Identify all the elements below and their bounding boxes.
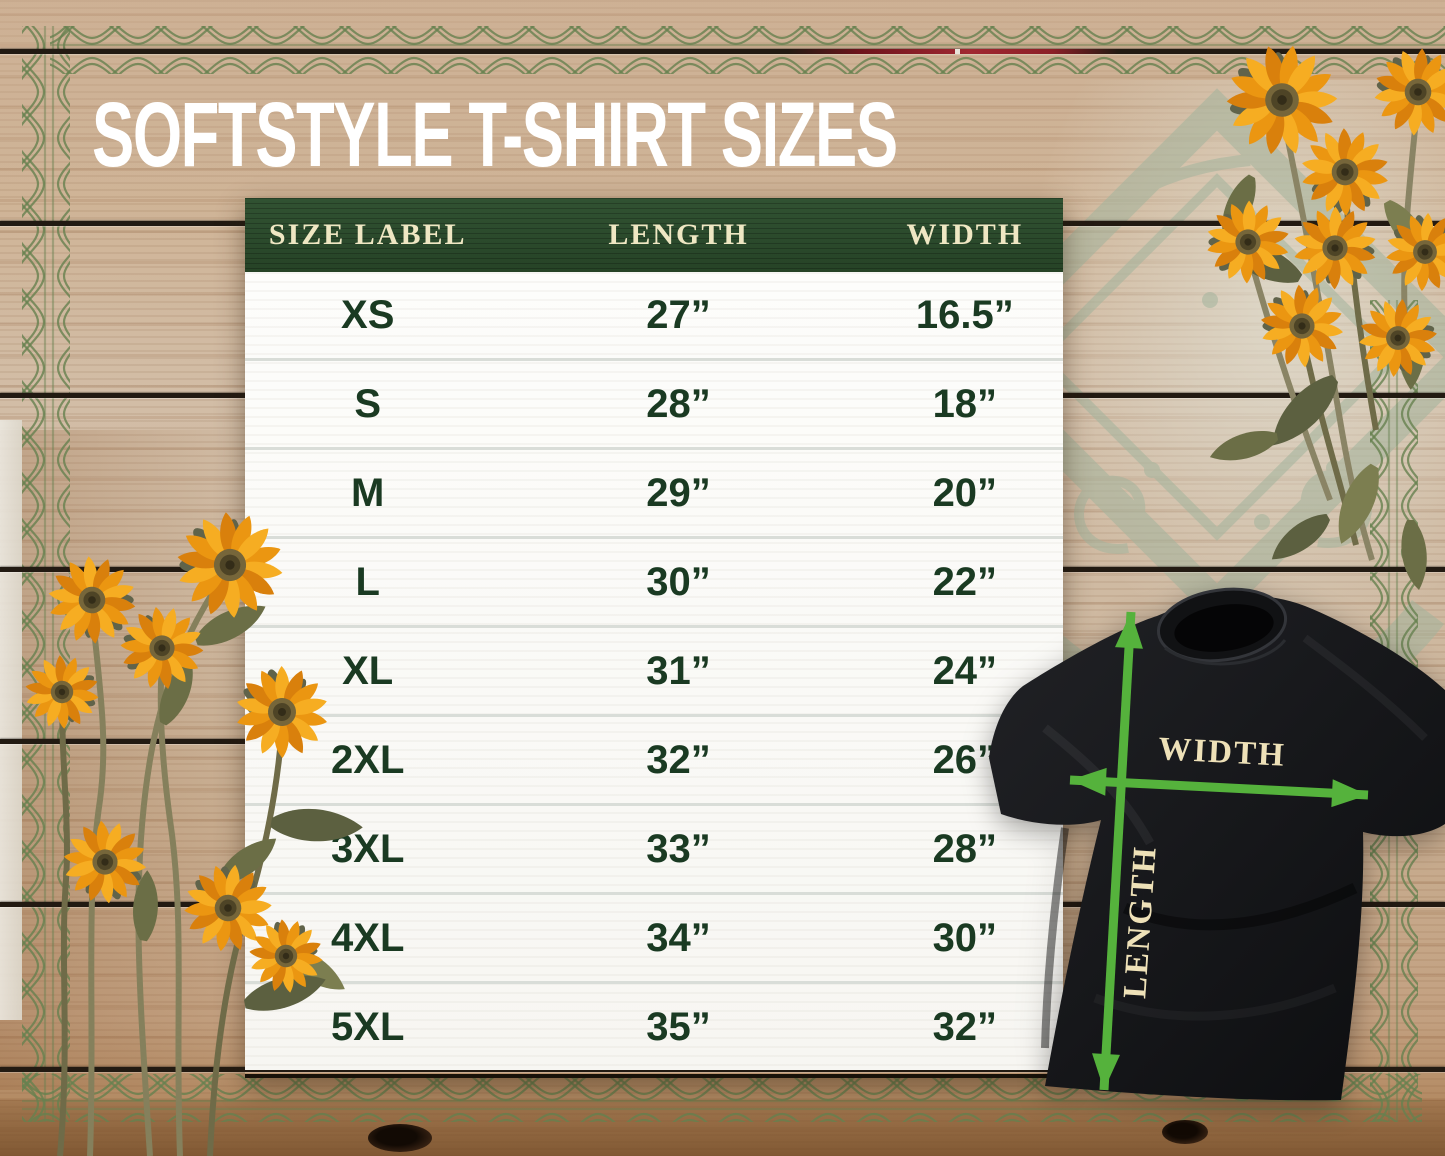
column-header-size-label: SIZE LABEL	[268, 218, 467, 251]
table-body: XS 27” 16.5” S 28” 18” M 29” 20” L 30” 2…	[245, 272, 1063, 1070]
wood-bottom-shade	[0, 1100, 1445, 1156]
size-cell: 3XL	[331, 826, 405, 871]
size-chart-table: SIZE LABEL LENGTH WIDTH XS 27” 16.5” S 2…	[245, 198, 1063, 1078]
column-header-width: WIDTH	[906, 218, 1024, 251]
table-row: 4XL 34” 30”	[245, 892, 1063, 981]
wood-left-shade	[0, 430, 250, 1090]
length-cell: 28”	[646, 381, 711, 426]
wood-pale-right	[1040, 80, 1445, 640]
table-row: S 28” 18”	[245, 358, 1063, 447]
length-cell: 33”	[646, 826, 711, 871]
width-cell: 30”	[932, 915, 998, 960]
length-cell: 27”	[646, 292, 711, 337]
table-row: 2XL 32” 26”	[245, 714, 1063, 803]
width-cell: 24”	[932, 648, 998, 693]
length-cell: 34”	[646, 915, 711, 960]
width-cell: 20”	[932, 470, 998, 515]
width-cell: 26”	[932, 737, 998, 782]
size-cell: L	[355, 559, 380, 604]
size-cell: 5XL	[331, 1004, 405, 1049]
size-cell: 2XL	[331, 737, 405, 782]
table-row: XS 27” 16.5”	[245, 272, 1063, 358]
width-cell: 18”	[932, 381, 998, 426]
table-row: XL 31” 24”	[245, 625, 1063, 714]
length-cell: 35”	[646, 1004, 711, 1049]
whitewashed-edge	[0, 420, 22, 1020]
page-title: SOFTSTYLE T-SHIRT SIZES	[92, 83, 898, 186]
plank-gap	[0, 49, 1445, 54]
width-cell: 32”	[932, 1004, 998, 1049]
size-cell: S	[354, 381, 382, 426]
seam-gap	[955, 49, 960, 54]
column-header-length: LENGTH	[608, 218, 749, 251]
size-cell: 4XL	[331, 915, 405, 960]
length-cell: 30”	[646, 559, 711, 604]
length-cell: 29”	[646, 470, 711, 515]
width-cell: 16.5”	[915, 292, 1014, 337]
size-cell: XL	[342, 648, 394, 693]
red-seam-accent	[788, 49, 1118, 54]
width-measure-label: WIDTH	[1157, 731, 1287, 774]
length-cell: 31”	[646, 648, 711, 693]
size-cell: M	[351, 470, 385, 515]
table-header-row: SIZE LABEL LENGTH WIDTH	[245, 198, 1063, 272]
table-row: 5XL 35” 32”	[245, 981, 1063, 1070]
width-cell: 22”	[932, 559, 998, 604]
width-cell: 28”	[932, 826, 998, 871]
table-row: L 30” 22”	[245, 536, 1063, 625]
table-row: 3XL 33” 28”	[245, 803, 1063, 892]
wood-knothole	[368, 1124, 432, 1152]
size-cell: XS	[341, 292, 395, 337]
table-row: M 29” 20”	[245, 447, 1063, 536]
wood-knothole	[1162, 1120, 1208, 1144]
length-cell: 32”	[646, 737, 711, 782]
